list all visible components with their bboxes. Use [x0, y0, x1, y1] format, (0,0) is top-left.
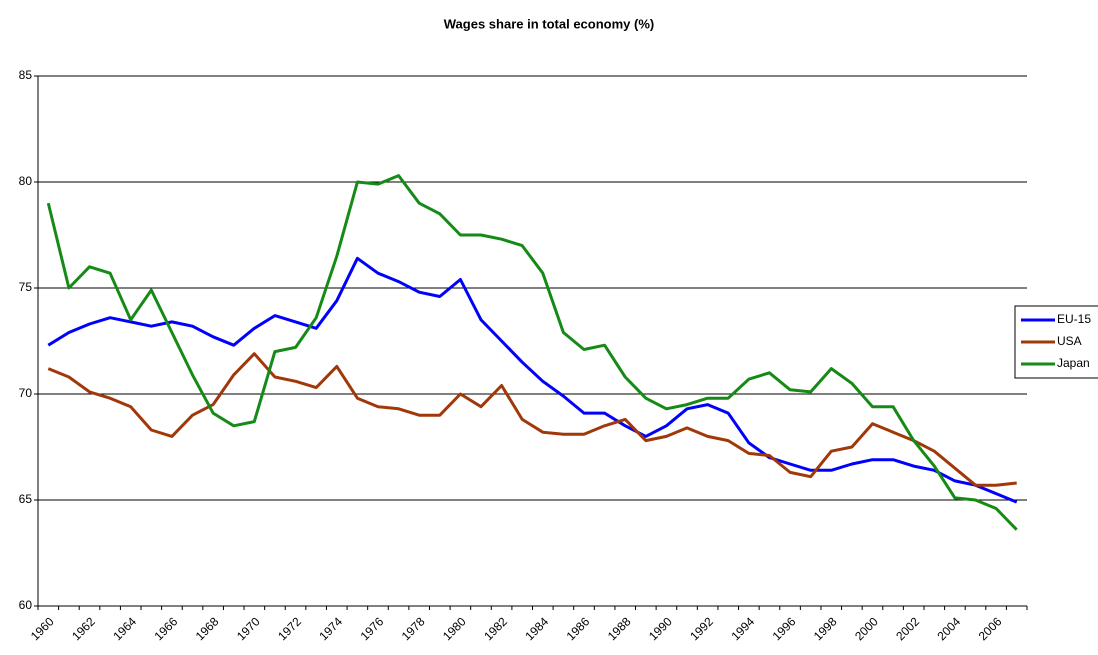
- x-tick-label: 1978: [399, 614, 428, 643]
- x-tick-label: 2000: [852, 614, 881, 643]
- x-tick-label: 1992: [687, 614, 716, 643]
- x-tick-label: 1988: [605, 614, 634, 643]
- y-tick-label: 80: [19, 174, 33, 188]
- x-tick-label: 1960: [28, 614, 57, 643]
- y-tick-label: 85: [19, 68, 33, 82]
- x-tick-label: 1982: [481, 614, 510, 643]
- x-tick-label: 1962: [69, 614, 98, 643]
- y-tick-label: 60: [19, 598, 33, 612]
- legend-label: EU-15: [1057, 312, 1091, 326]
- x-tick-label: 1968: [193, 614, 222, 643]
- x-tick-label: 1972: [275, 614, 304, 643]
- x-tick-label: 1974: [316, 614, 345, 643]
- y-tick-label: 75: [19, 280, 33, 294]
- y-tick-label: 65: [19, 492, 33, 506]
- x-tick-label: 1966: [152, 614, 181, 643]
- x-tick-label: 1980: [440, 614, 469, 643]
- x-tick-label: 1996: [770, 614, 799, 643]
- legend-label: Japan: [1057, 356, 1090, 370]
- x-tick-label: 1994: [728, 614, 757, 643]
- legend-label: USA: [1057, 334, 1082, 348]
- x-tick-label: 1986: [564, 614, 593, 643]
- x-tick-label: 1998: [811, 614, 840, 643]
- x-tick-label: 1984: [522, 614, 551, 643]
- x-tick-label: 1976: [358, 614, 387, 643]
- series-line: [46, 174, 1018, 531]
- x-tick-label: 1990: [646, 614, 675, 643]
- x-tick-label: 2004: [934, 614, 963, 643]
- series-line: [47, 256, 1018, 504]
- x-tick-label: 1964: [110, 614, 139, 643]
- x-tick-label: 1970: [234, 614, 263, 643]
- x-tick-label: 2006: [976, 614, 1005, 643]
- chart-title: Wages share in total economy (%): [444, 16, 654, 31]
- y-tick-label: 70: [19, 386, 33, 400]
- x-tick-label: 2002: [893, 614, 922, 643]
